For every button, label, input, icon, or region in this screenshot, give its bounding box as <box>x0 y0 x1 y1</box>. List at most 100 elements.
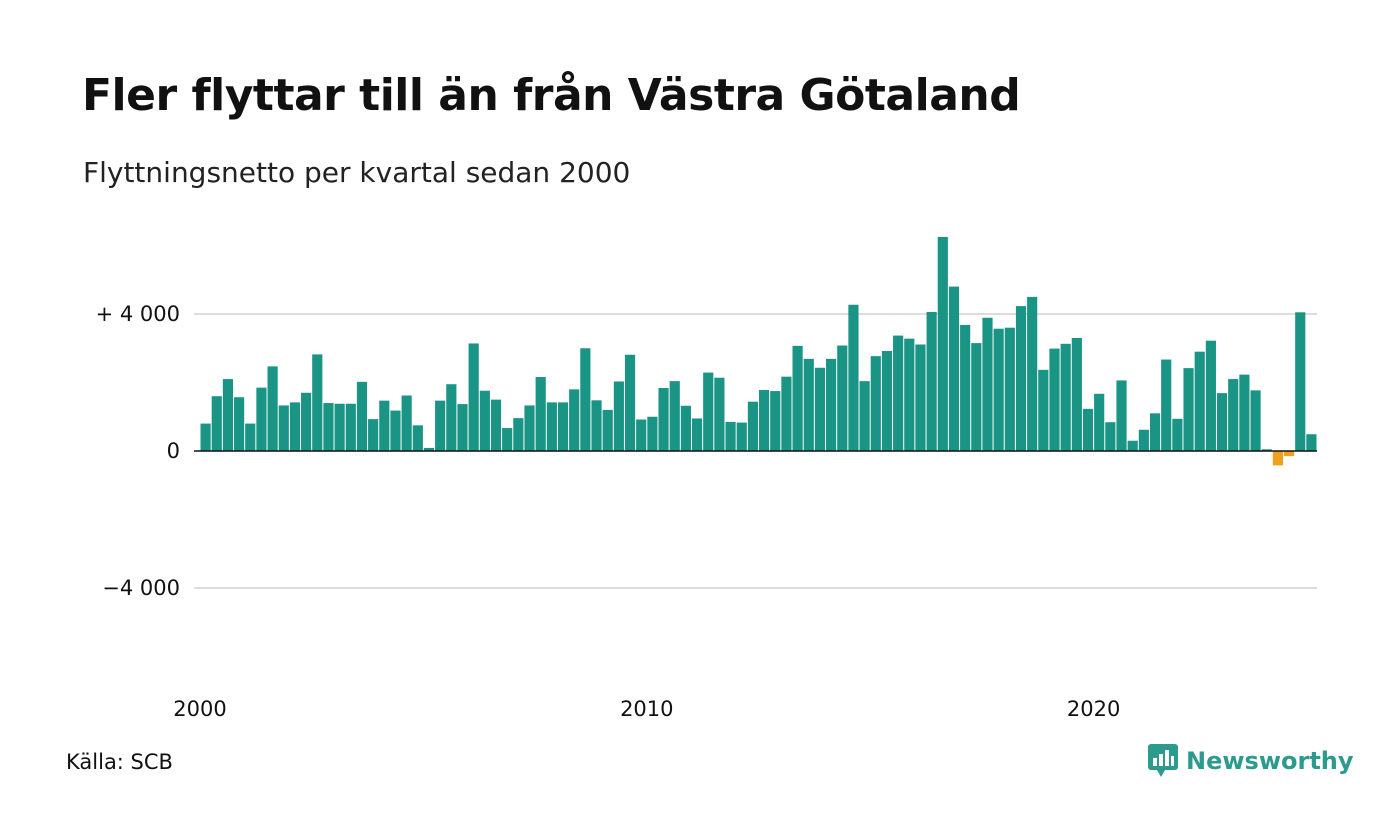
bar <box>1216 393 1228 451</box>
bar <box>602 409 613 451</box>
bar <box>401 395 412 451</box>
bar <box>1205 340 1216 451</box>
bar <box>691 418 703 451</box>
bar <box>926 311 937 451</box>
bar <box>893 335 904 451</box>
bar <box>624 354 636 451</box>
bar <box>647 416 658 451</box>
grid-lines <box>194 313 1317 589</box>
bar <box>535 377 546 451</box>
bar <box>457 404 468 451</box>
bar <box>557 402 569 452</box>
bar <box>680 405 691 451</box>
bar <box>1228 379 1239 451</box>
bar <box>1306 434 1317 451</box>
x-tick-label: 2010 <box>620 697 673 721</box>
bar <box>289 402 301 452</box>
bar <box>524 405 535 451</box>
bar <box>423 447 435 451</box>
bar <box>781 376 792 451</box>
x-tick-label: 2020 <box>1067 697 1120 721</box>
bar <box>870 356 881 451</box>
bar <box>993 328 1004 451</box>
brand-logo[interactable]: Newsworthy <box>1148 744 1354 778</box>
bar <box>412 425 423 451</box>
bar <box>580 348 591 451</box>
bar <box>714 377 725 451</box>
bar <box>658 387 669 451</box>
bar <box>1183 368 1194 452</box>
bar <box>636 419 647 451</box>
bar <box>1127 440 1138 452</box>
bar <box>859 381 870 451</box>
bar <box>1094 393 1105 451</box>
bar <box>669 381 680 451</box>
bar <box>915 344 926 451</box>
bar <box>948 286 960 451</box>
source-note: Källa: SCB <box>66 750 173 774</box>
bar <box>881 350 893 451</box>
bar <box>1082 408 1094 451</box>
bar <box>502 428 513 451</box>
brand-name: Newsworthy <box>1186 747 1354 775</box>
bar <box>479 390 490 451</box>
bar <box>222 379 234 451</box>
bar <box>848 304 859 451</box>
bar <box>234 397 245 451</box>
bar <box>312 354 323 451</box>
bar <box>937 236 948 451</box>
bar <box>345 403 356 452</box>
x-tick-label: 2000 <box>173 697 226 721</box>
bar <box>323 403 334 451</box>
bar <box>1116 380 1127 451</box>
bar <box>747 401 758 451</box>
bar <box>770 391 781 451</box>
bar <box>703 372 714 451</box>
bar <box>390 410 401 451</box>
bar <box>435 400 446 451</box>
bar <box>1272 451 1283 466</box>
bar <box>826 358 837 451</box>
bar <box>1149 413 1161 451</box>
bar <box>792 345 803 451</box>
bar <box>1060 343 1071 451</box>
bar <box>1071 337 1082 452</box>
bar <box>278 405 289 451</box>
y-tick-label: −4 000 <box>102 576 180 600</box>
bar <box>960 324 971 451</box>
bar <box>1283 451 1295 457</box>
bar <box>1172 418 1183 452</box>
bar <box>904 338 915 451</box>
bar <box>613 381 624 451</box>
y-tick-label: + 4 000 <box>96 302 180 326</box>
bar <box>1250 390 1261 451</box>
bar <box>546 402 557 452</box>
bar <box>334 403 345 452</box>
bar <box>211 396 222 451</box>
bar <box>490 399 502 452</box>
bar <box>1105 422 1116 451</box>
bar <box>513 418 524 451</box>
bar <box>803 358 814 451</box>
x-axis-ticks: 2000 2010 2020 <box>173 697 1120 721</box>
bar <box>591 400 602 451</box>
bar <box>1194 351 1205 452</box>
bar <box>1261 449 1272 451</box>
bar <box>379 400 390 451</box>
chart-subtitle: Flyttningsnetto per kvartal sedan 2000 <box>83 156 631 189</box>
bar <box>368 419 379 451</box>
bar <box>301 392 312 451</box>
newsworthy-logo-icon <box>1148 744 1178 777</box>
bar <box>200 423 211 451</box>
bar <box>1295 312 1306 451</box>
y-tick-label: 0 <box>167 439 180 463</box>
bar <box>1138 429 1149 451</box>
bar <box>1239 374 1250 451</box>
bar <box>759 390 770 451</box>
bar <box>725 421 736 451</box>
y-axis-ticks: + 4 000 0 −4 000 <box>96 302 180 600</box>
bar <box>1004 327 1015 451</box>
bar <box>1038 369 1049 451</box>
bar <box>971 343 982 451</box>
